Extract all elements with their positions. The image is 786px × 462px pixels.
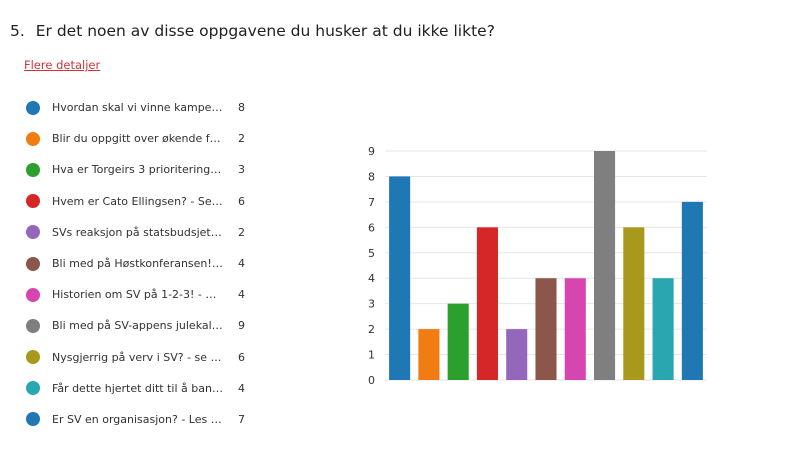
y-tick-label: 6 <box>368 221 375 234</box>
legend-count: 3 <box>238 163 245 177</box>
legend-label: Blir du oppgitt over økende fattigdom? <box>52 132 224 146</box>
bar[interactable] <box>652 278 674 380</box>
legend-item: Får dette hjertet ditt til å banke? - se… <box>26 373 256 404</box>
legend-item: Er SV en organisasjon? - Les om organisa… <box>26 404 256 435</box>
legend-color-dot <box>26 162 40 177</box>
legend-color-dot <box>26 131 40 146</box>
legend-count: 2 <box>238 132 245 146</box>
legend-color-dot <box>26 100 40 115</box>
bar[interactable] <box>594 151 616 380</box>
legend-count: 4 <box>238 381 245 395</box>
legend-count: 6 <box>238 194 245 208</box>
y-tick-label: 4 <box>368 272 375 285</box>
legend-label: Er SV en organisasjon? - Les om organisa… <box>52 412 224 426</box>
legend-color-dot <box>26 256 40 271</box>
legend-color-dot <box>26 350 40 365</box>
bar[interactable] <box>681 201 703 380</box>
y-tick-label: 2 <box>368 323 375 336</box>
bar-chart: 0 1 2 3 4 5 6 7 8 9 <box>368 145 707 387</box>
question-title: 5. Er det noen av disse oppgavene du hus… <box>10 22 495 40</box>
legend-label: Bli med på Høstkonferansen! - meld deg p… <box>52 257 224 271</box>
legend-color-dot <box>26 194 40 209</box>
y-tick-label: 3 <box>368 298 375 311</box>
legend-color-dot <box>26 381 40 396</box>
y-tick-label: 0 <box>368 374 375 387</box>
question-number: 5. <box>10 22 25 40</box>
legend-label: Nysgjerrig på verv i SV? - se video <box>52 350 224 364</box>
legend-label: Hva er Torgeirs 3 prioriteringer i stats… <box>52 163 224 177</box>
legend-label: SVs reaksjon på statsbudsjettet - se vid… <box>52 225 224 239</box>
y-tick-label: 7 <box>368 196 375 209</box>
legend-count: 2 <box>238 225 245 239</box>
more-details-link[interactable]: Flere detaljer <box>24 58 101 72</box>
legend-item: SVs reaksjon på statsbudsjettet - se vid… <box>26 217 256 248</box>
legend-color-dot <box>26 225 40 240</box>
bar[interactable] <box>535 278 557 380</box>
legend-item: Nysgjerrig på verv i SV? - se video 6 <box>26 342 256 373</box>
y-tick-label: 5 <box>368 247 375 260</box>
legend-count: 4 <box>238 257 245 271</box>
bar[interactable] <box>623 227 645 380</box>
bar[interactable] <box>564 278 586 380</box>
y-tick-label: 9 <box>368 145 375 158</box>
legend-color-dot <box>26 287 40 302</box>
bar[interactable] <box>418 329 440 380</box>
legend-label: Historien om SV på 1-2-3! - Hør podkast <box>52 288 224 302</box>
y-tick-label: 1 <box>368 349 375 362</box>
legend-label: Hvordan skal vi vinne kampen mot klimaen… <box>52 101 224 115</box>
bar[interactable] <box>447 303 469 380</box>
legend-count: 6 <box>238 350 245 364</box>
bar[interactable] <box>476 227 498 380</box>
legend-label: Får dette hjertet ditt til å banke? - se… <box>52 381 224 395</box>
legend-item: Bli med på Høstkonferansen! - meld deg p… <box>26 248 256 279</box>
bar[interactable] <box>389 176 411 380</box>
legend-count: 7 <box>238 412 245 426</box>
legend-color-dot <box>26 318 40 333</box>
legend-item: Hva er Torgeirs 3 prioriteringer i stats… <box>26 154 256 185</box>
legend-item: Bli med på SV-appens julekalender 9 <box>26 310 256 341</box>
y-tick-label: 8 <box>368 170 375 183</box>
legend-count: 8 <box>238 101 245 115</box>
legend-count: 4 <box>238 288 245 302</box>
legend-item: Blir du oppgitt over økende fattigdom? 2 <box>26 123 256 154</box>
chart-legend: Hvordan skal vi vinne kampen mot klimaen… <box>26 92 256 435</box>
legend-item: Hvordan skal vi vinne kampen mot klimaen… <box>26 92 256 123</box>
legend-label: Hvem er Cato Ellingsen? - Se video <box>52 194 224 208</box>
legend-item: Hvem er Cato Ellingsen? - Se video 6 <box>26 186 256 217</box>
legend-count: 9 <box>238 319 245 333</box>
legend-item: Historien om SV på 1-2-3! - Hør podkast 4 <box>26 279 256 310</box>
legend-color-dot <box>26 412 40 427</box>
bar[interactable] <box>506 329 528 380</box>
question-text: Er det noen av disse oppgavene du husker… <box>35 22 495 40</box>
legend-label: Bli med på SV-appens julekalender <box>52 319 224 333</box>
